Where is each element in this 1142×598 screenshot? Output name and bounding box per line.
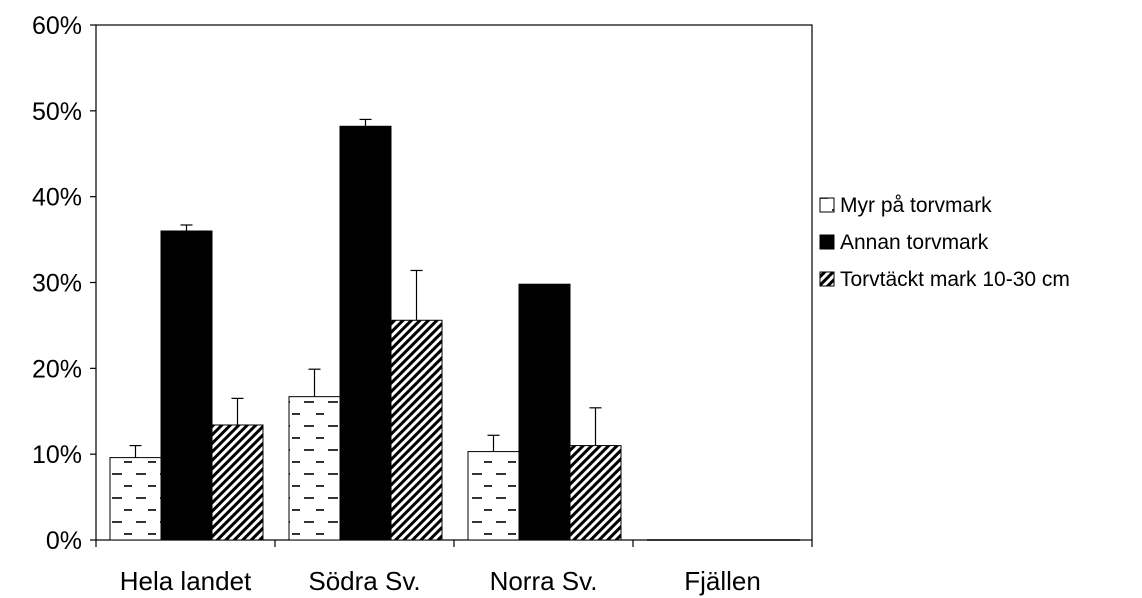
x-category-label: Södra Sv. [308,566,420,596]
x-category-label: Norra Sv. [490,566,598,596]
bar [160,230,213,541]
y-tick-label: 60% [32,12,82,40]
x-category-label: Hela landet [120,566,252,596]
bar [569,445,622,541]
bar [211,424,264,541]
legend-label: Annan torvmark [840,231,989,254]
bar [518,283,571,541]
y-tick-label: 10% [32,441,82,469]
legend-swatch [819,234,835,250]
legend-label: Torvtäckt mark 10-30 cm [840,268,1070,291]
y-tick-label: 0% [46,527,82,555]
legend-swatch [819,197,835,213]
y-tick-label: 40% [32,184,82,212]
legend-swatch [819,271,835,287]
y-tick-label: 20% [32,355,82,383]
legend-label: Myr på torvmark [840,194,992,217]
y-tick-label: 30% [32,270,82,298]
bar [288,396,341,541]
bar [339,125,392,541]
legend: Myr på torvmark Annan torvmark Torvtäckt m… [819,194,1070,291]
y-tick-label: 50% [32,98,82,126]
bar [109,457,162,541]
bar [467,451,520,541]
x-category-label: Fjällen [684,566,761,596]
bar [390,319,443,541]
